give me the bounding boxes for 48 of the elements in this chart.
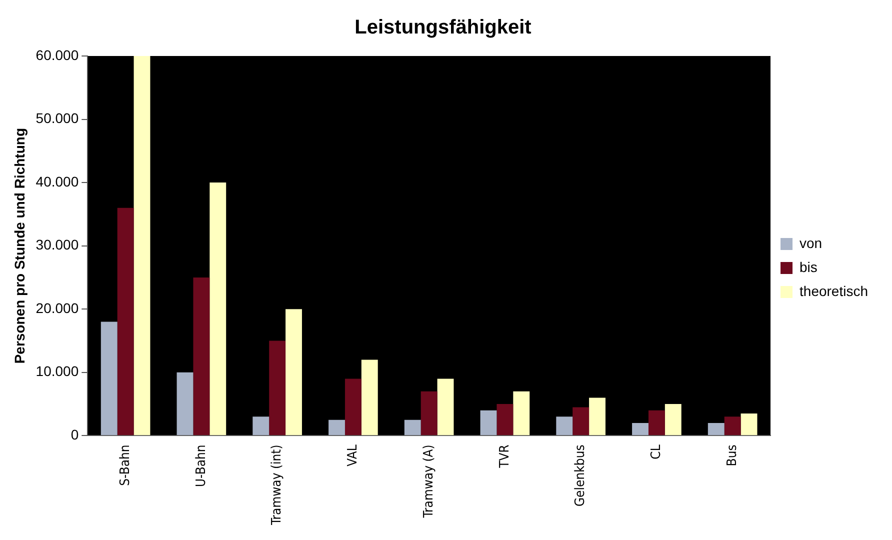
bar — [193, 277, 210, 436]
y-axis-title: Personen pro Stunde und Richtung — [11, 128, 28, 364]
bar — [420, 391, 438, 436]
bar — [344, 378, 362, 436]
bar — [134, 56, 150, 436]
legend-label: bis — [800, 258, 818, 275]
bar — [589, 398, 606, 436]
bar — [437, 378, 454, 436]
x-tick-label: TVR — [497, 444, 512, 469]
x-tick-label: Bus — [724, 444, 740, 466]
y-tick-label: 50.000 — [36, 110, 79, 126]
x-tick-label: U-Bahn — [194, 444, 209, 488]
x-tick-label: VAL — [346, 444, 361, 466]
bar — [572, 407, 590, 436]
y-tick-label: 30.000 — [36, 236, 79, 253]
chart-title: Leistungsfähigkeit — [354, 16, 532, 39]
bar — [556, 416, 573, 436]
bar — [648, 410, 665, 436]
bar — [513, 391, 530, 436]
bar — [269, 340, 286, 436]
x-tick-label: S-Bahn — [118, 444, 133, 486]
bar — [252, 416, 270, 436]
bar — [100, 322, 118, 436]
x-tick-label: Tramway (A) — [421, 444, 436, 519]
bar — [496, 404, 514, 436]
y-tick-label: 0 — [70, 426, 79, 443]
bar — [117, 208, 134, 436]
legend-label: von — [800, 234, 822, 251]
y-tick-label: 40.000 — [36, 173, 79, 190]
bar — [480, 410, 497, 436]
bar — [708, 423, 724, 436]
bar — [724, 416, 741, 436]
bar — [286, 309, 302, 436]
bar — [632, 423, 648, 436]
bar — [328, 420, 345, 436]
x-tick-label: Tramway (int) — [270, 444, 285, 526]
bar — [176, 372, 194, 436]
bar — [361, 360, 378, 436]
y-tick-label: 60.000 — [36, 46, 79, 63]
legend-label: theoretisch — [800, 282, 868, 299]
bar — [740, 414, 758, 436]
y-tick-label: 10.000 — [36, 363, 79, 380]
bar — [664, 404, 682, 436]
bar — [404, 420, 421, 436]
x-tick-label: CL — [649, 444, 664, 460]
x-tick-label: Gelenkbus — [573, 444, 588, 507]
bar — [210, 182, 226, 436]
y-tick-label: 20.000 — [36, 300, 79, 316]
